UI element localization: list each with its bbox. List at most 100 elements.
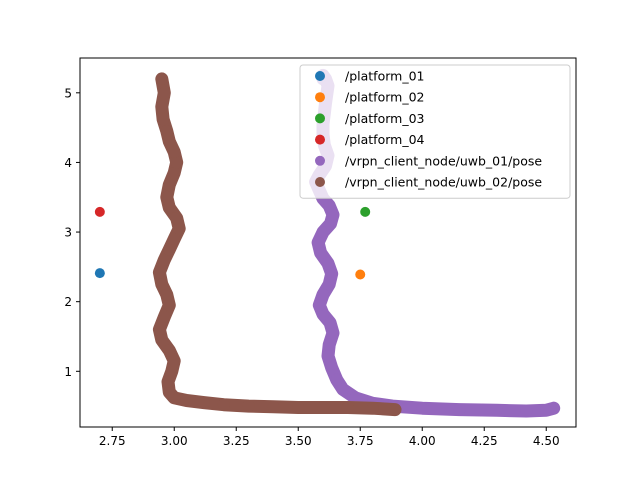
- x-tick-label: 3.50: [285, 434, 312, 448]
- legend-marker: [315, 92, 325, 103]
- series-vrpn-client-node-uwb-02-pose-point: [168, 354, 181, 367]
- series-vrpn-client-node-uwb-02-pose-point: [317, 401, 330, 414]
- series-vrpn-client-node-uwb-01-pose-point: [540, 404, 553, 417]
- series-vrpn-client-node-uwb-01-pose-point: [490, 404, 503, 417]
- x-tick-label: 3.25: [223, 434, 250, 448]
- x-tick-label: 3.75: [347, 434, 374, 448]
- series-vrpn-client-node-uwb-02-pose-point: [180, 394, 193, 407]
- x-tick-label: 3.00: [161, 434, 188, 448]
- legend-marker: [315, 177, 325, 187]
- series-vrpn-client-node-uwb-01-pose-point: [323, 338, 336, 351]
- series-platform-01-point: [94, 268, 105, 279]
- series-vrpn-client-node-uwb-02-pose-point: [155, 333, 168, 346]
- x-tick-label: 4.00: [409, 434, 436, 448]
- series-vrpn-client-node-uwb-02-pose-point: [163, 243, 176, 256]
- series-vrpn-client-node-uwb-01-pose-point: [416, 402, 429, 415]
- series-vrpn-client-node-uwb-02-pose-point: [170, 212, 183, 225]
- series-vrpn-client-node-uwb-02-pose-point: [388, 403, 401, 416]
- plot-marks: [94, 68, 561, 418]
- series-vrpn-client-node-uwb-02-pose-point: [158, 310, 171, 323]
- series-vrpn-client-node-uwb-02-pose-point: [292, 401, 305, 414]
- series-vrpn-client-node-uwb-01-pose-point: [323, 316, 336, 329]
- series-vrpn-client-node-uwb-02-pose-point: [242, 400, 255, 413]
- series-vrpn-client-node-uwb-02-pose-point: [173, 222, 186, 235]
- series-platform-03-point: [360, 206, 371, 217]
- series-vrpn-client-node-uwb-02-pose-point: [157, 113, 170, 126]
- series-vrpn-client-node-uwb-02-pose-point: [158, 86, 171, 99]
- legend-marker: [315, 155, 325, 166]
- series-vrpn-client-node-uwb-02-pose-point: [155, 278, 168, 291]
- series-vrpn-client-node-uwb-02-pose-point: [160, 191, 173, 204]
- series-vrpn-client-node-uwb-01-pose-point: [324, 217, 337, 230]
- series-vrpn-client-node-uwb-01-pose-point: [317, 226, 330, 239]
- legend-marker: [315, 71, 325, 81]
- series-vrpn-client-node-uwb-02-pose-point: [163, 344, 176, 357]
- legend: /platform_01/platform_02/platform_03/pla…: [299, 64, 571, 199]
- series-vrpn-client-node-uwb-02-pose-point: [217, 398, 230, 411]
- legend-marker: [315, 134, 325, 145]
- series-vrpn-client-node-uwb-02-pose-point: [158, 253, 171, 266]
- series-vrpn-client-node-uwb-02-pose-point: [170, 156, 183, 169]
- legend-label: /vrpn_client_node/uwb_02/pose: [345, 175, 542, 190]
- series-vrpn-client-node-uwb-02-pose-point: [160, 288, 173, 301]
- legend-label: /vrpn_client_node/uwb_01/pose: [345, 153, 542, 168]
- series-vrpn-client-node-uwb-02-pose-point: [162, 375, 175, 388]
- series-vrpn-client-node-uwb-01-pose-point: [313, 299, 326, 312]
- series-vrpn-client-node-uwb-02-pose-point: [366, 402, 379, 415]
- y-tick-label: 4: [64, 156, 72, 170]
- series-vrpn-client-node-uwb-01-pose-point: [312, 236, 325, 249]
- series-vrpn-client-node-uwb-02-pose-point: [341, 401, 354, 414]
- series-vrpn-client-node-uwb-02-pose-point: [168, 145, 181, 158]
- y-tick-label: 1: [64, 365, 72, 379]
- legend-label: /platform_03: [345, 111, 424, 126]
- series-vrpn-client-node-uwb-01-pose-point: [317, 308, 330, 321]
- series-vrpn-client-node-uwb-01-pose-point: [326, 327, 339, 340]
- legend-marker: [315, 113, 325, 124]
- series-vrpn-client-node-uwb-01-pose-point: [330, 373, 343, 386]
- series-vrpn-client-node-uwb-02-pose-point: [163, 386, 176, 399]
- series-vrpn-client-node-uwb-02-pose-point: [163, 135, 176, 148]
- series-vrpn-client-node-uwb-02-pose-point: [267, 400, 280, 413]
- series-vrpn-client-node-uwb-02-pose-point: [163, 178, 176, 191]
- y-tick-label: 5: [64, 86, 72, 100]
- series-vrpn-client-node-uwb-01-pose-point: [520, 404, 533, 417]
- series-vrpn-client-node-uwb-02-pose-point: [163, 299, 176, 312]
- legend-label: /platform_04: [345, 132, 425, 147]
- series-vrpn-client-node-uwb-01-pose-point: [349, 391, 362, 404]
- legend-label: /platform_02: [345, 90, 424, 105]
- axes: 2.75 3.00 3.25 3.50 3.75 4.00 4.25 4.50 1 2 3 4 5: [64, 57, 577, 448]
- series-vrpn-client-node-uwb-01-pose-point: [326, 208, 339, 221]
- series-vrpn-client-node-uwb-02-pose-point: [153, 323, 166, 336]
- series-vrpn-client-node-uwb-01-pose-point: [323, 278, 336, 291]
- legend-box: [299, 64, 571, 199]
- series-vrpn-client-node-uwb-01-pose-point: [325, 267, 338, 280]
- series-vrpn-client-node-uwb-02-pose-point: [168, 166, 181, 179]
- series-vrpn-client-node-uwb-01-pose-point: [314, 246, 327, 259]
- series-platform-04-point: [94, 206, 105, 217]
- series-vrpn-client-node-uwb-01-pose-point: [336, 383, 349, 396]
- series-platform-02-point: [355, 269, 366, 280]
- series-vrpn-client-node-uwb-02-pose-point: [155, 100, 168, 113]
- series-vrpn-client-node-uwb-01-pose-point: [453, 403, 466, 416]
- series-vrpn-client-node-uwb-02-pose-point: [155, 72, 168, 85]
- y-tick-label: 3: [64, 226, 72, 240]
- series-vrpn-client-node-uwb-01-pose-point: [322, 349, 334, 362]
- series-vrpn-client-node-uwb-01-pose-point: [325, 361, 338, 374]
- series-vrpn-client-node-uwb-02-pose-point: [160, 125, 173, 138]
- series-vrpn-client-node-uwb-02-pose-point: [153, 266, 166, 279]
- x-tick-label: 2.75: [99, 434, 126, 448]
- y-tick-label: 2: [64, 295, 72, 309]
- series-vrpn-client-node-uwb-02-pose-point: [163, 201, 176, 214]
- series-vrpn-client-node-uwb-02-pose-point: [198, 396, 210, 409]
- axes-frame: [79, 57, 577, 428]
- series-vrpn-client-node-uwb-01-pose-point: [322, 257, 334, 270]
- plot-area: [94, 68, 561, 418]
- x-tick-label: 4.50: [533, 434, 560, 448]
- legend-label: /platform_01: [345, 69, 424, 84]
- x-tick-label: 4.25: [471, 434, 498, 448]
- series-vrpn-client-node-uwb-02-pose-point: [165, 365, 178, 378]
- series-vrpn-client-node-uwb-02-pose-point: [168, 233, 181, 246]
- series-vrpn-client-node-uwb-01-pose-point: [317, 288, 330, 301]
